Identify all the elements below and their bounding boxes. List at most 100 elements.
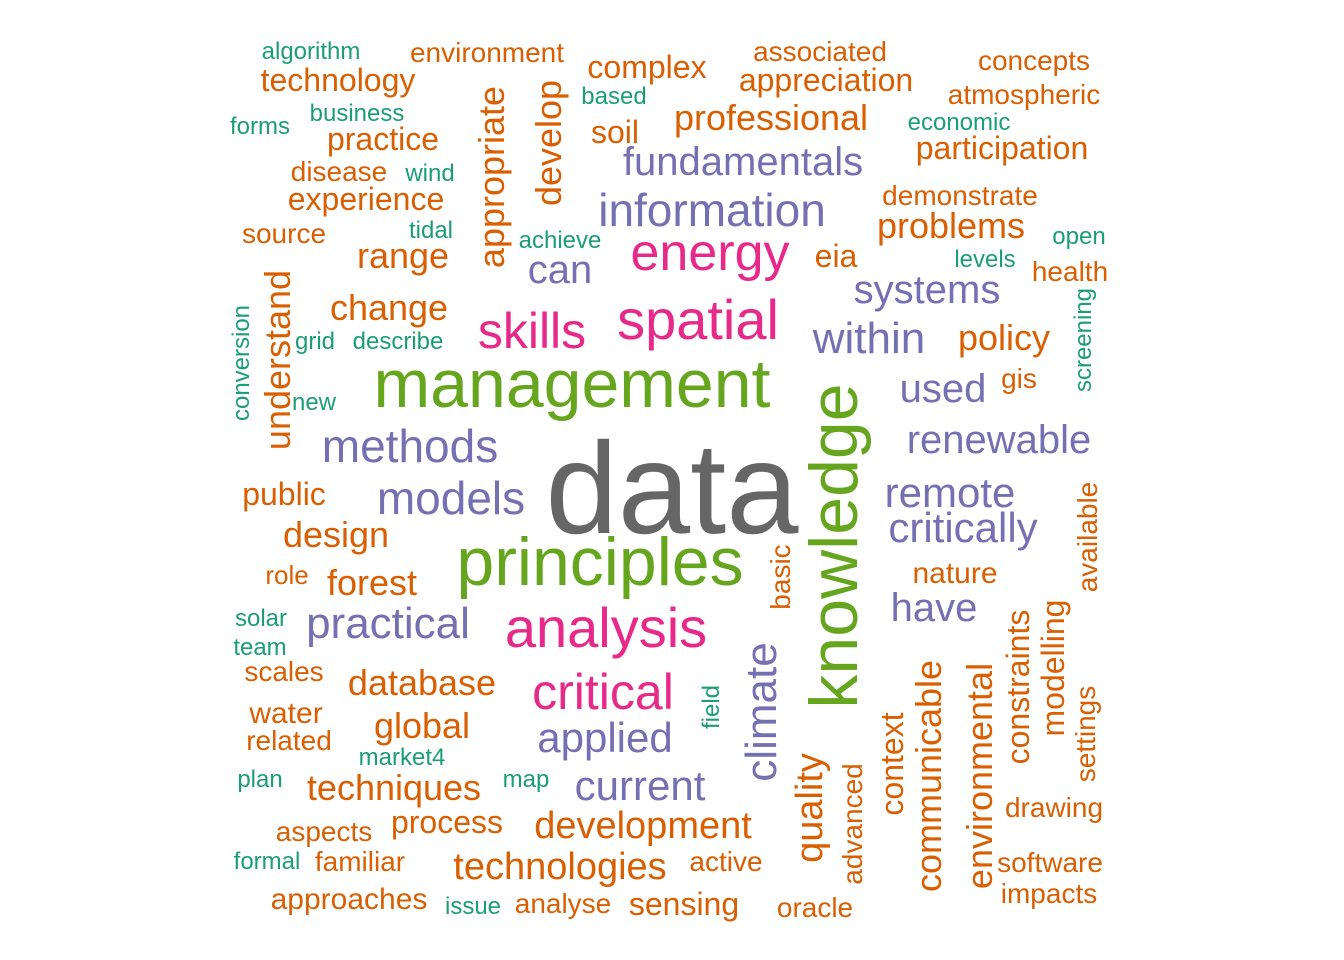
word-change: change	[329, 287, 449, 328]
word-market4: market4	[358, 744, 446, 771]
word-renewable: renewable	[906, 418, 1092, 462]
word-economic: economic	[907, 109, 1011, 136]
word-used: used	[899, 367, 987, 411]
word-screening: screening	[1070, 287, 1097, 393]
word-appreciation: appreciation	[738, 62, 914, 98]
word-analysis: analysis	[504, 596, 708, 659]
word-solar: solar	[234, 605, 288, 632]
word-context: context	[874, 712, 910, 816]
word-techniques: techniques	[306, 767, 482, 808]
word-wind: wind	[405, 160, 455, 187]
word-applied: applied	[537, 714, 673, 761]
word-active: active	[689, 846, 763, 877]
word-global: global	[373, 705, 471, 746]
word-analyse: analyse	[514, 888, 612, 919]
word-atmospheric: atmospheric	[947, 79, 1101, 110]
word-management: management	[373, 346, 771, 422]
word-data: data	[545, 415, 799, 561]
word-forest: forest	[326, 562, 418, 603]
word-appropriate: appropriate	[471, 85, 512, 269]
word-disease: disease	[290, 156, 388, 187]
word-public: public	[242, 476, 326, 512]
word-modelling: modelling	[1035, 599, 1071, 737]
word-source: source	[241, 218, 327, 249]
word-settings: settings	[1070, 685, 1101, 783]
word-gis: gis	[1001, 363, 1037, 394]
word-sensing: sensing	[628, 886, 740, 922]
word-aspects: aspects	[275, 816, 373, 847]
word-oracle: oracle	[776, 892, 854, 923]
word-skills: skills	[477, 303, 587, 359]
word-based: based	[581, 83, 647, 110]
word-models: models	[376, 472, 526, 524]
word-plan: plan	[237, 766, 283, 793]
word-health: health	[1031, 256, 1109, 287]
word-critical: critical	[532, 664, 674, 720]
word-basic: basic	[765, 544, 796, 610]
word-problems: problems	[876, 205, 1026, 246]
word-develop: develop	[528, 79, 569, 207]
word-can: can	[527, 248, 593, 292]
word-tidal: tidal	[408, 217, 454, 244]
word-remote: remote	[884, 469, 1016, 516]
word-critically: critically	[888, 504, 1038, 551]
word-complex: complex	[587, 49, 707, 85]
word-spatial: spatial	[617, 288, 779, 351]
word-communicable: communicable	[908, 659, 949, 893]
word-levels: levels	[954, 246, 1016, 273]
word-technology: technology	[260, 62, 416, 98]
word-conversion: conversion	[228, 304, 255, 422]
word-understand: understand	[257, 269, 298, 451]
word-knowledge: knowledge	[796, 383, 872, 709]
word-map: map	[502, 766, 550, 793]
word-drawing: drawing	[1004, 792, 1104, 823]
word-forms: forms	[230, 113, 290, 140]
word-technologies: technologies	[453, 846, 667, 888]
word-scales: scales	[244, 656, 324, 687]
word-range: range	[356, 235, 450, 276]
word-participation: participation	[915, 130, 1089, 166]
word-practical: practical	[306, 599, 470, 648]
word-policy: policy	[957, 317, 1051, 358]
word-algorithm: algorithm	[261, 38, 361, 65]
word-familiar: familiar	[314, 846, 406, 877]
word-quality: quality	[789, 753, 831, 863]
word-systems: systems	[853, 268, 1001, 312]
word-approaches: approaches	[270, 883, 428, 916]
word-have: have	[890, 586, 978, 630]
word-constraints: constraints	[1000, 609, 1036, 765]
word-new: new	[291, 389, 337, 416]
word-soil: soil	[590, 114, 640, 150]
word-available: available	[1072, 481, 1103, 593]
word-grid: grid	[294, 328, 336, 355]
word-methods: methods	[321, 420, 499, 472]
word-current: current	[574, 762, 706, 809]
word-professional: professional	[673, 97, 869, 138]
word-nature: nature	[912, 557, 998, 590]
word-climate: climate	[737, 642, 786, 782]
word-water: water	[249, 697, 323, 730]
word-role: role	[265, 560, 309, 590]
word-fundamentals: fundamentals	[622, 140, 864, 184]
word-formal: formal	[233, 848, 301, 875]
word-concepts: concepts	[977, 45, 1091, 76]
word-development: development	[534, 805, 752, 847]
word-team: team	[233, 634, 287, 661]
word-process: process	[390, 804, 504, 840]
word-design: design	[282, 514, 390, 555]
word-business: business	[309, 100, 405, 127]
word-eia: eia	[814, 238, 858, 274]
word-advanced: advanced	[837, 763, 868, 885]
word-describe: describe	[352, 328, 444, 355]
word-environmental: environmental	[959, 662, 1000, 890]
word-associated: associated	[753, 36, 887, 67]
word-experience: experience	[287, 181, 445, 217]
word-impacts: impacts	[1000, 878, 1098, 909]
word-principles: principles	[456, 524, 744, 600]
word-software: software	[997, 847, 1103, 878]
word-database: database	[347, 662, 497, 703]
word-field: field	[698, 684, 725, 730]
word-within: within	[812, 314, 926, 363]
word-practice: practice	[326, 121, 440, 157]
word-energy: energy	[630, 224, 790, 282]
